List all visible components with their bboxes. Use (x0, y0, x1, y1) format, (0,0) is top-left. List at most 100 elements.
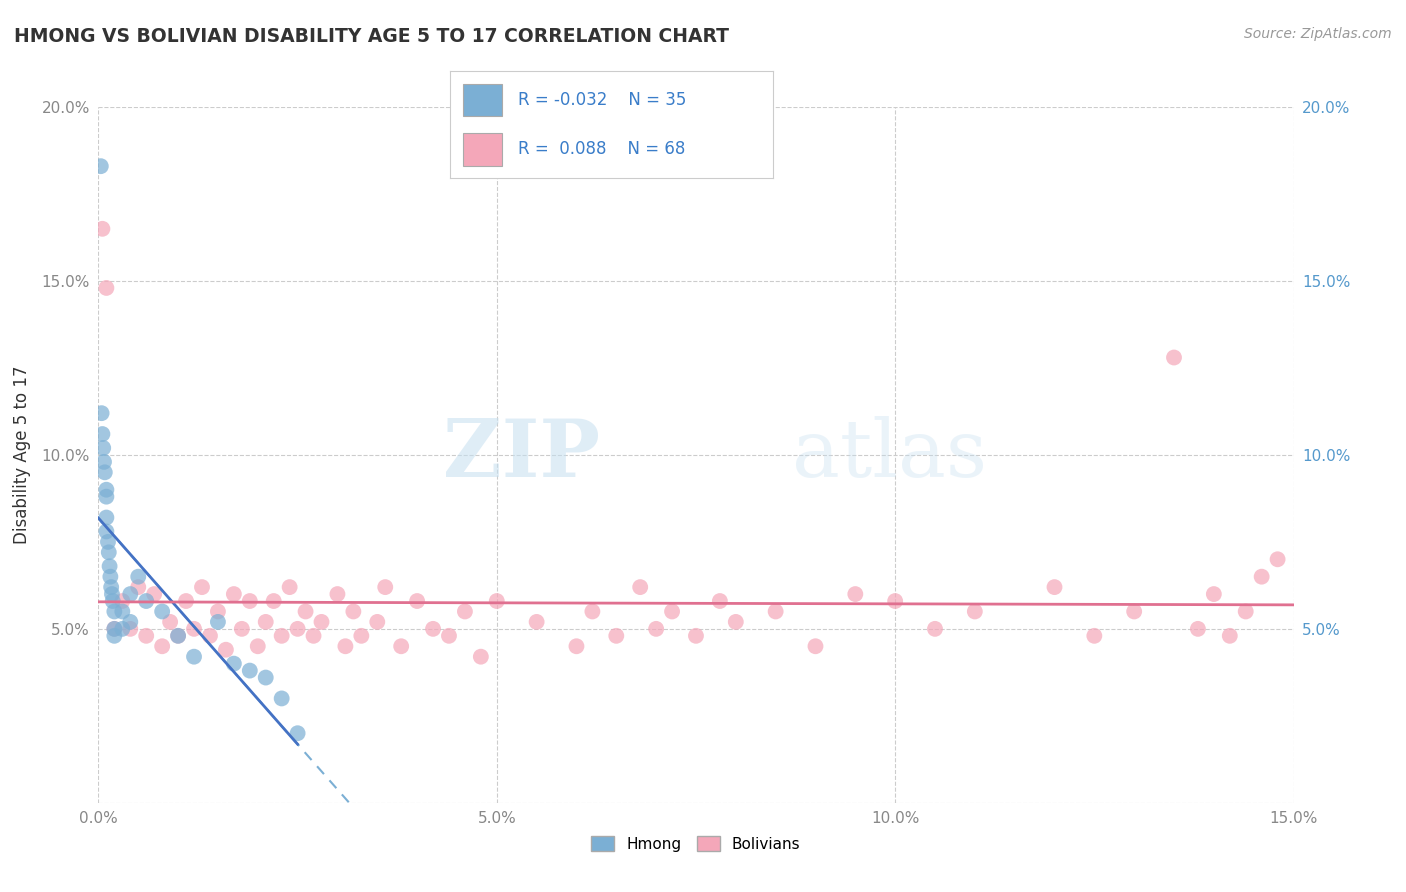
Point (709, 594, 731, 608)
Point (120, 622, 142, 636)
Point (97, 545, 120, 559)
Point (90, 159, 112, 173)
Point (1187, 622, 1209, 636)
Point (724, 615, 747, 629)
Point (254, 615, 277, 629)
Point (270, 629, 292, 643)
Point (97, 534, 120, 549)
FancyBboxPatch shape (463, 134, 502, 166)
Point (270, 691, 292, 706)
Point (1163, 351, 1185, 365)
Point (94, 466, 117, 480)
Point (454, 605, 477, 619)
Point (183, 622, 205, 636)
Point (1043, 580, 1066, 594)
Point (765, 605, 787, 619)
Point (198, 629, 221, 643)
Legend: Hmong, Bolivians: Hmong, Bolivians (585, 830, 807, 858)
Point (287, 726, 309, 740)
Point (406, 594, 429, 608)
Point (963, 605, 986, 619)
Point (422, 622, 444, 636)
Point (222, 587, 245, 601)
Point (350, 629, 373, 643)
Point (470, 649, 492, 664)
Point (1234, 605, 1257, 619)
Point (1083, 629, 1105, 643)
Point (581, 605, 603, 619)
Point (127, 570, 149, 584)
Point (96, 490, 118, 504)
Point (90, 406, 112, 420)
Point (526, 615, 548, 629)
Point (645, 622, 668, 636)
Point (103, 629, 125, 643)
Point (254, 671, 277, 685)
FancyBboxPatch shape (463, 84, 502, 116)
Text: R =  0.088    N = 68: R = 0.088 N = 68 (517, 141, 685, 159)
Point (311, 615, 333, 629)
Point (1250, 570, 1272, 584)
Point (302, 629, 325, 643)
Point (263, 594, 285, 608)
Point (111, 622, 134, 636)
Point (366, 615, 388, 629)
Point (191, 580, 214, 594)
Text: atlas: atlas (792, 416, 987, 494)
Point (167, 629, 190, 643)
Text: Source: ZipAtlas.com: Source: ZipAtlas.com (1244, 27, 1392, 41)
Point (628, 580, 651, 594)
Point (98, 559, 121, 574)
Text: R = -0.032    N = 35: R = -0.032 N = 35 (517, 91, 686, 109)
Point (96, 510, 118, 524)
Point (239, 664, 262, 678)
Point (101, 587, 124, 601)
Point (150, 605, 173, 619)
Point (101, 594, 124, 608)
Point (278, 580, 301, 594)
Point (342, 605, 364, 619)
Point (103, 605, 125, 619)
Point (167, 629, 190, 643)
Point (207, 605, 229, 619)
Point (1202, 587, 1225, 601)
Point (127, 580, 149, 594)
Point (100, 580, 122, 594)
Point (93, 455, 115, 469)
Point (100, 570, 122, 584)
Point (685, 629, 707, 643)
Point (135, 629, 157, 643)
Point (294, 605, 316, 619)
Point (96, 483, 118, 497)
Point (374, 580, 396, 594)
Point (239, 594, 262, 608)
Point (804, 639, 827, 653)
Point (96, 281, 118, 295)
Point (150, 639, 173, 653)
Point (120, 587, 142, 601)
Y-axis label: Disability Age 5 to 17: Disability Age 5 to 17 (13, 366, 31, 544)
Point (335, 639, 357, 653)
Point (103, 622, 125, 636)
Text: HMONG VS BOLIVIAN DISABILITY AGE 5 TO 17 CORRELATION CHART: HMONG VS BOLIVIAN DISABILITY AGE 5 TO 17… (14, 27, 730, 45)
Point (1219, 629, 1241, 643)
Point (174, 594, 197, 608)
Point (287, 622, 309, 636)
Point (183, 649, 205, 664)
Point (884, 594, 907, 608)
Point (159, 615, 181, 629)
Point (231, 622, 253, 636)
Point (91, 427, 114, 442)
Point (389, 639, 412, 653)
Point (207, 615, 229, 629)
Point (111, 605, 134, 619)
Point (135, 594, 157, 608)
Point (437, 629, 460, 643)
Point (326, 587, 349, 601)
Point (661, 605, 683, 619)
Point (485, 594, 508, 608)
Point (222, 657, 245, 671)
Point (103, 622, 125, 636)
Point (215, 642, 238, 657)
Point (96, 524, 118, 539)
